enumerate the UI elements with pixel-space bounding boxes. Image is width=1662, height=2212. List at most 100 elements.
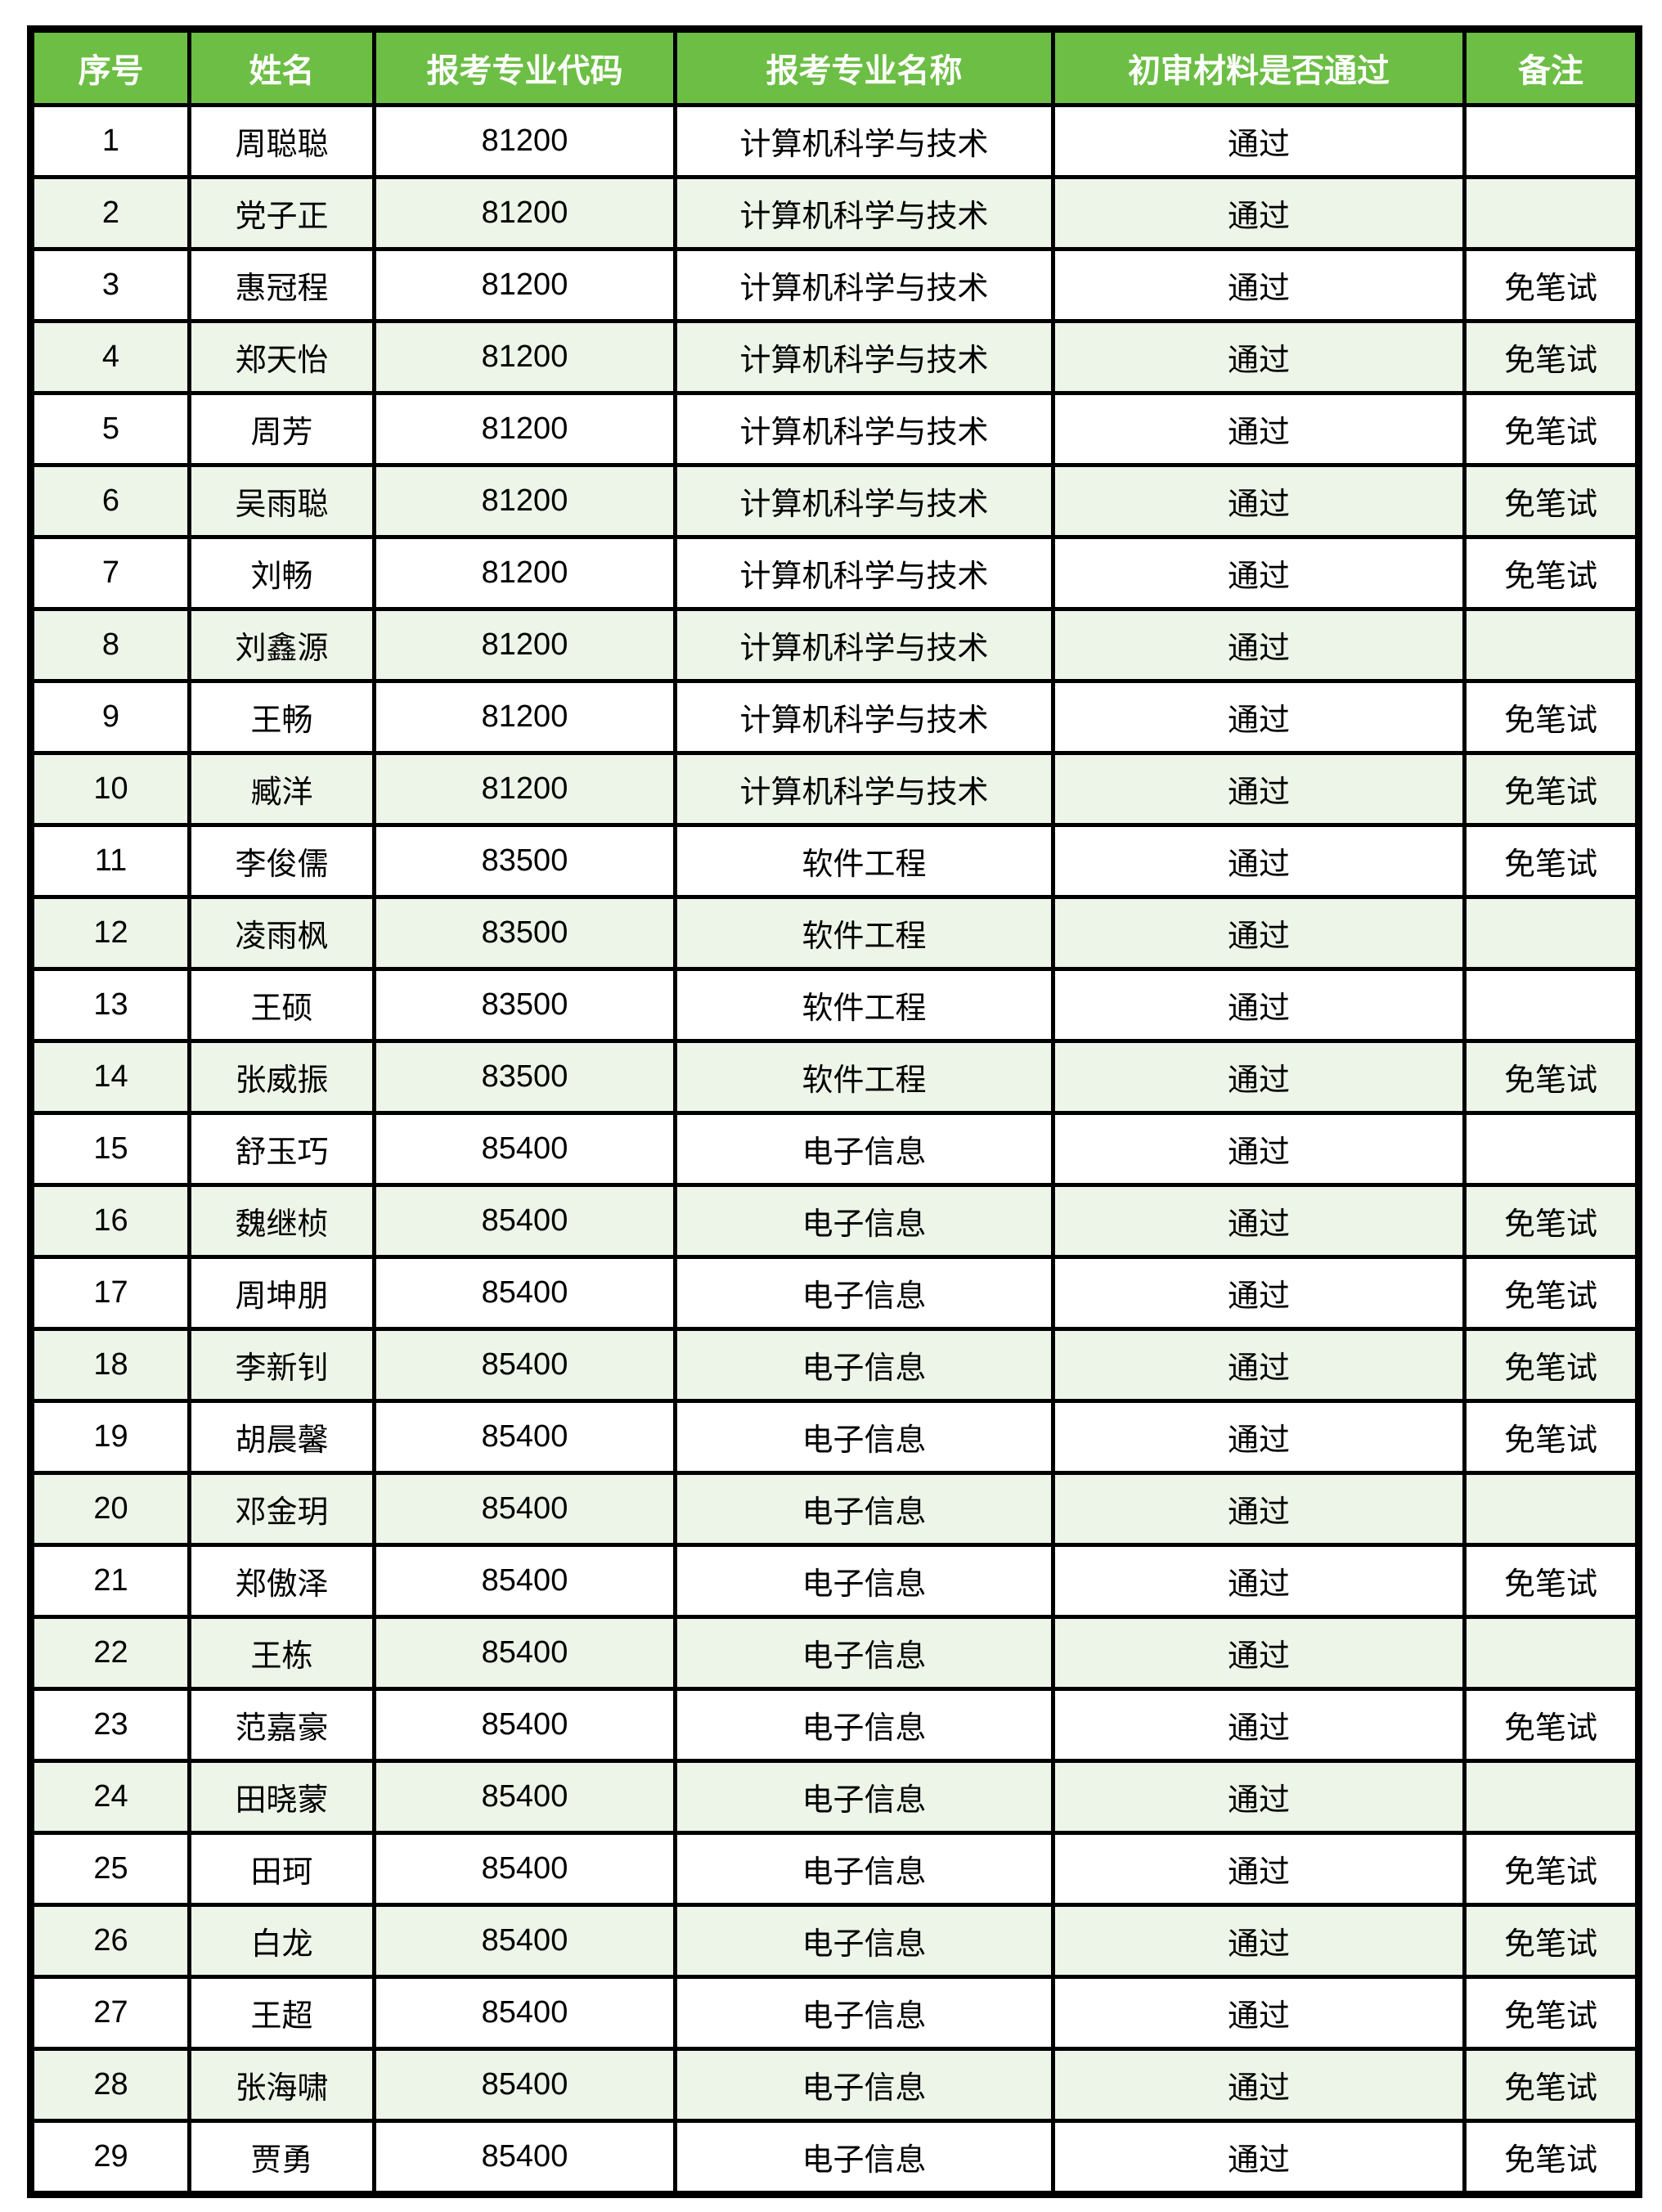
cell-remark: 免笔试: [1462, 1975, 1641, 2051]
cell-major-code: 83500: [372, 895, 677, 971]
cell-index: 29: [29, 2119, 191, 2196]
table-row: 25 田珂 85400 电子信息 通过 免笔试: [29, 1831, 1641, 1907]
column-header-major-name: 报考专业名称: [673, 27, 1055, 107]
cell-major-code: 85400: [372, 1615, 677, 1691]
table-row: 12 凌雨枫 83500 软件工程 通过: [29, 895, 1641, 971]
cell-name: 田晓蒙: [187, 1759, 376, 1835]
cell-review-status: 通过: [1051, 1039, 1467, 1115]
cell-index: 10: [29, 751, 191, 827]
cell-major-code: 85400: [372, 1975, 677, 2051]
table-row: 8 刘鑫源 81200 计算机科学与技术 通过: [29, 607, 1641, 683]
cell-name: 凌雨枫: [187, 895, 376, 971]
cell-review-status: 通过: [1051, 2047, 1467, 2123]
cell-remark: 免笔试: [1462, 1543, 1641, 1619]
cell-index: 2: [29, 175, 191, 251]
cell-major-code: 83500: [372, 823, 677, 899]
cell-major-name: 电子信息: [673, 2119, 1055, 2196]
cell-index: 15: [29, 1111, 191, 1187]
cell-major-name: 电子信息: [673, 2047, 1055, 2123]
cell-major-code: 81200: [372, 535, 677, 611]
table-row: 19 胡晨馨 85400 电子信息 通过 免笔试: [29, 1399, 1641, 1475]
table-row: 23 范嘉豪 85400 电子信息 通过 免笔试: [29, 1687, 1641, 1763]
cell-name: 范嘉豪: [187, 1687, 376, 1763]
cell-name: 郑天怡: [187, 319, 376, 395]
cell-major-code: 85400: [372, 2047, 677, 2123]
cell-major-name: 电子信息: [673, 1831, 1055, 1907]
cell-major-code: 83500: [372, 967, 677, 1043]
cell-name: 刘鑫源: [187, 607, 376, 683]
table-row: 29 贾勇 85400 电子信息 通过 免笔试: [29, 2119, 1641, 2196]
table-row: 27 王超 85400 电子信息 通过 免笔试: [29, 1975, 1641, 2051]
cell-major-name: 电子信息: [673, 1903, 1055, 1979]
cell-index: 3: [29, 247, 191, 323]
cell-remark: 免笔试: [1462, 751, 1641, 827]
cell-review-status: 通过: [1051, 1183, 1467, 1259]
cell-major-code: 85400: [372, 1255, 677, 1331]
table-row: 15 舒玉巧 85400 电子信息 通过: [29, 1111, 1641, 1187]
cell-index: 21: [29, 1543, 191, 1619]
table-row: 13 王硕 83500 软件工程 通过: [29, 967, 1641, 1043]
cell-remark: 免笔试: [1462, 2047, 1641, 2123]
cell-remark: 免笔试: [1462, 1327, 1641, 1403]
cell-index: 25: [29, 1831, 191, 1907]
cell-remark: 免笔试: [1462, 2119, 1641, 2196]
table-row: 21 郑傲泽 85400 电子信息 通过 免笔试: [29, 1543, 1641, 1619]
cell-review-status: 通过: [1051, 1687, 1467, 1763]
cell-review-status: 通过: [1051, 1759, 1467, 1835]
column-header-index: 序号: [29, 27, 191, 107]
cell-review-status: 通过: [1051, 823, 1467, 899]
cell-major-code: 81200: [372, 247, 677, 323]
cell-remark: [1462, 895, 1641, 971]
cell-major-name: 计算机科学与技术: [673, 535, 1055, 611]
cell-name: 白龙: [187, 1903, 376, 1979]
cell-major-name: 计算机科学与技术: [673, 319, 1055, 395]
cell-major-code: 85400: [372, 1759, 677, 1835]
table-row: 26 白龙 85400 电子信息 通过 免笔试: [29, 1903, 1641, 1979]
cell-major-code: 81200: [372, 319, 677, 395]
cell-remark: 免笔试: [1462, 463, 1641, 539]
cell-name: 田珂: [187, 1831, 376, 1907]
cell-major-name: 电子信息: [673, 1111, 1055, 1187]
cell-remark: 免笔试: [1462, 247, 1641, 323]
cell-major-name: 电子信息: [673, 1543, 1055, 1619]
cell-name: 党子正: [187, 175, 376, 251]
cell-index: 24: [29, 1759, 191, 1835]
cell-name: 邓金玥: [187, 1471, 376, 1547]
cell-review-status: 通过: [1051, 1111, 1467, 1187]
table-row: 1 周聪聪 81200 计算机科学与技术 通过: [29, 103, 1641, 179]
cell-review-status: 通过: [1051, 1399, 1467, 1475]
cell-major-code: 85400: [372, 1399, 677, 1475]
cell-major-code: 85400: [372, 2119, 677, 2196]
cell-name: 张威振: [187, 1039, 376, 1115]
cell-major-name: 软件工程: [673, 1039, 1055, 1115]
cell-major-name: 电子信息: [673, 1471, 1055, 1547]
cell-index: 1: [29, 103, 191, 179]
cell-index: 18: [29, 1327, 191, 1403]
cell-major-code: 85400: [372, 1831, 677, 1907]
cell-major-code: 81200: [372, 391, 677, 467]
cell-name: 王栋: [187, 1615, 376, 1691]
cell-major-name: 电子信息: [673, 1327, 1055, 1403]
table-row: 17 周坤朋 85400 电子信息 通过 免笔试: [29, 1255, 1641, 1331]
cell-review-status: 通过: [1051, 2119, 1467, 2196]
cell-review-status: 通过: [1051, 607, 1467, 683]
cell-review-status: 通过: [1051, 1255, 1467, 1331]
column-header-name: 姓名: [187, 27, 376, 107]
cell-index: 8: [29, 607, 191, 683]
cell-index: 6: [29, 463, 191, 539]
cell-remark: 免笔试: [1462, 319, 1641, 395]
cell-major-name: 计算机科学与技术: [673, 175, 1055, 251]
cell-name: 胡晨馨: [187, 1399, 376, 1475]
cell-index: 19: [29, 1399, 191, 1475]
cell-name: 臧洋: [187, 751, 376, 827]
applicant-review-table: 序号 姓名 报考专业代码 报考专业名称 初审材料是否通过 备注 1 周聪聪 81200 计算机科…: [27, 25, 1642, 2198]
cell-index: 28: [29, 2047, 191, 2123]
table-row: 20 邓金玥 85400 电子信息 通过: [29, 1471, 1641, 1547]
cell-remark: 免笔试: [1462, 391, 1641, 467]
cell-index: 7: [29, 535, 191, 611]
cell-major-name: 电子信息: [673, 1975, 1055, 2051]
cell-major-name: 计算机科学与技术: [673, 751, 1055, 827]
cell-name: 李新钊: [187, 1327, 376, 1403]
cell-major-code: 85400: [372, 1471, 677, 1547]
